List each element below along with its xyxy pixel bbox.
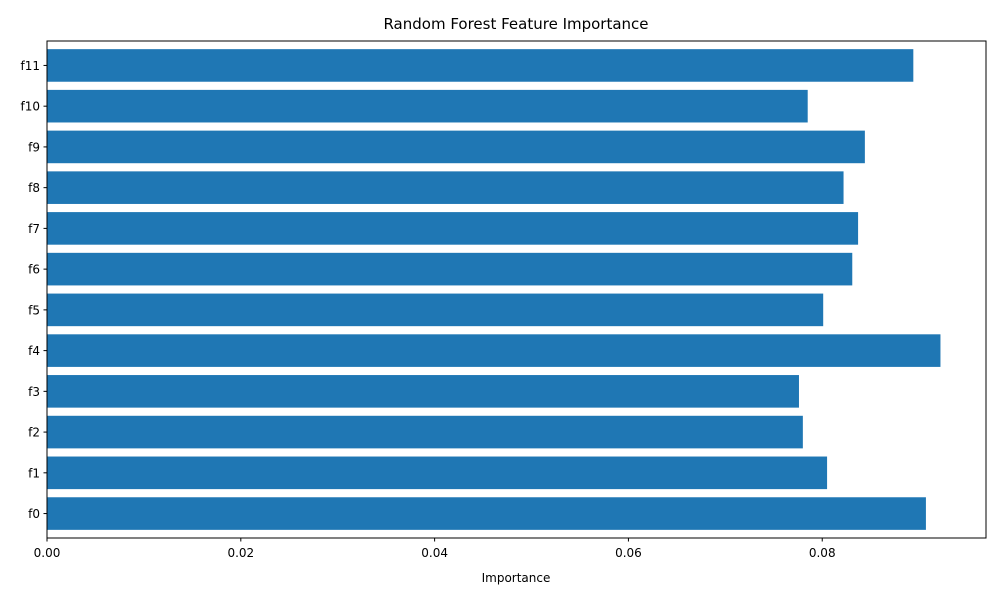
- bar-f4: [47, 334, 941, 367]
- y-tick-label: f3: [28, 385, 40, 399]
- y-tick-label: f4: [28, 344, 40, 358]
- y-tick-label: f0: [28, 507, 40, 521]
- bar-f0: [47, 497, 926, 530]
- y-tick-label: f7: [28, 222, 40, 236]
- x-axis-ticks: 0.00 0.02 0.04 0.06 0.08: [34, 538, 836, 560]
- bar-f9: [47, 130, 865, 164]
- bar-f10: [47, 89, 808, 123]
- y-tick-label: f5: [28, 303, 40, 317]
- bar-f6: [47, 252, 853, 286]
- x-tick-label: 0.02: [227, 546, 254, 560]
- bar-f1: [47, 456, 828, 490]
- x-tick-label: 0.00: [34, 546, 61, 560]
- chart-title: Random Forest Feature Importance: [383, 15, 648, 33]
- y-axis-ticks: f0 f1 f2 f3 f4 f5 f6 f7 f8 f9 f10 f11: [21, 59, 47, 521]
- bar-f5: [47, 293, 824, 327]
- y-tick-label: f6: [28, 263, 40, 277]
- bar-f7: [47, 212, 859, 245]
- y-tick-label: f11: [21, 59, 41, 73]
- x-tick-label: 0.04: [421, 546, 448, 560]
- bars-group: [47, 49, 941, 530]
- y-tick-label: f2: [28, 426, 40, 440]
- plot-frame: [46, 40, 987, 539]
- bar-f2: [47, 415, 803, 449]
- y-tick-label: f8: [28, 181, 40, 195]
- x-tick-label: 0.08: [809, 546, 836, 560]
- y-tick-label: f1: [28, 466, 40, 480]
- bar-f8: [47, 171, 844, 204]
- x-tick-label: 0.06: [615, 546, 642, 560]
- bar-f3: [47, 375, 799, 408]
- x-axis-label: Importance: [482, 571, 551, 585]
- bar-f11: [47, 49, 914, 82]
- y-tick-label: f10: [21, 100, 41, 114]
- y-tick-label: f9: [28, 140, 40, 154]
